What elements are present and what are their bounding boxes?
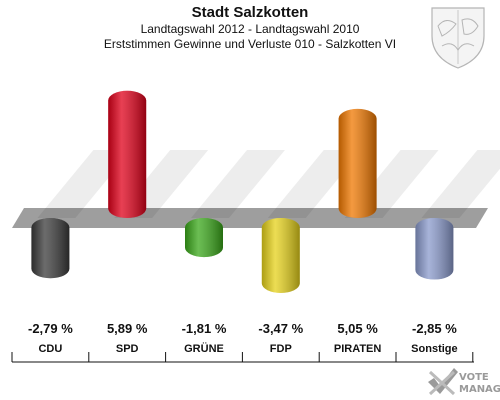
category-label: FDP bbox=[270, 343, 292, 355]
bar-shadow bbox=[421, 150, 500, 218]
bar-shading bbox=[108, 90, 147, 218]
chart-titles: Stadt Salzkotten Landtagswahl 2012 - Lan… bbox=[0, 4, 500, 52]
checkmark-icon bbox=[428, 368, 458, 396]
chart-title: Stadt Salzkotten bbox=[191, 4, 309, 21]
bar-shading bbox=[415, 218, 454, 280]
bar-shading bbox=[31, 218, 70, 279]
category-label: PIRATEN bbox=[334, 343, 382, 355]
bar-shading bbox=[338, 108, 377, 218]
category-axis bbox=[11, 352, 474, 363]
value-label: -2,79 % bbox=[28, 321, 73, 336]
value-label: -1,81 % bbox=[182, 321, 227, 336]
bar-grüne bbox=[185, 218, 223, 258]
bar-cdu bbox=[31, 218, 70, 279]
value-label: 5,89 % bbox=[107, 321, 148, 336]
bar-shadow bbox=[191, 150, 285, 218]
vote-manager-logo: VOTE MANAGER bbox=[428, 368, 500, 396]
bar-fdp bbox=[261, 218, 300, 293]
chart-subsubtitle: Erststimmen Gewinne und Verluste 010 - S… bbox=[103, 37, 397, 51]
bar-shading bbox=[185, 218, 223, 258]
bar-shadow bbox=[37, 150, 132, 218]
category-label: Sonstige bbox=[411, 343, 457, 355]
bar-spd bbox=[108, 90, 147, 218]
value-label: 5,05 % bbox=[337, 321, 378, 336]
category-label: GRÜNE bbox=[184, 342, 224, 355]
category-label: SPD bbox=[116, 343, 139, 355]
chart-subtitle: Landtagswahl 2012 - Landtagswahl 2010 bbox=[140, 22, 360, 36]
category-label: CDU bbox=[38, 343, 62, 355]
value-label: -2,85 % bbox=[412, 321, 457, 336]
bar-piraten bbox=[338, 108, 377, 218]
logo-line-1: VOTE bbox=[459, 372, 489, 383]
coat-of-arms-icon bbox=[431, 7, 485, 69]
logo-line-2: MANAGER bbox=[459, 384, 500, 395]
value-label: -3,47 % bbox=[258, 321, 303, 336]
bar-shadow bbox=[267, 150, 362, 218]
bar-sonstige bbox=[415, 218, 454, 280]
bar-shading bbox=[261, 218, 300, 293]
